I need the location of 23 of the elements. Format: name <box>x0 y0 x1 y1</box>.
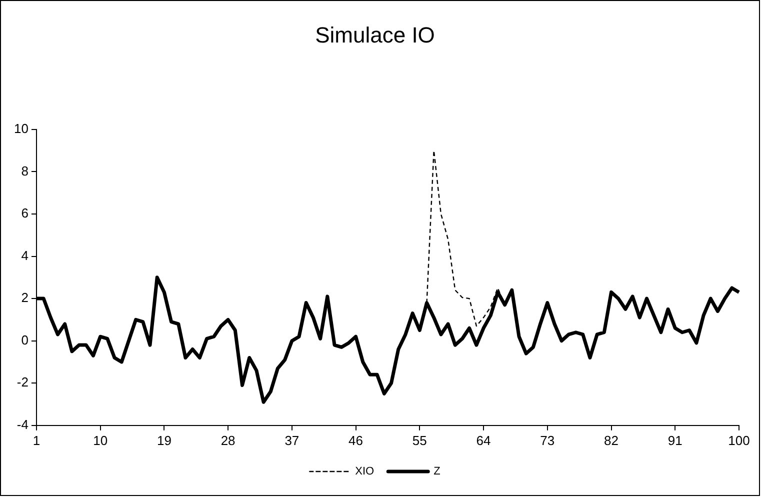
x-tick-label: 82 <box>604 432 618 448</box>
y-tick-label: 8 <box>21 163 28 178</box>
legend-label: XIO <box>355 466 375 478</box>
y-tick-label: 0 <box>21 332 28 348</box>
x-tick-label: 10 <box>93 432 108 448</box>
x-tick-label: 1 <box>32 432 40 448</box>
x-tick-label: 100 <box>728 432 750 448</box>
y-tick-label: 4 <box>21 248 28 263</box>
y-tick-label: -4 <box>16 416 28 432</box>
x-tick-label: 91 <box>668 432 682 448</box>
y-tick-label: 2 <box>21 290 28 306</box>
x-tick-label: 28 <box>220 432 236 448</box>
x-tick-label: 73 <box>540 432 555 448</box>
y-tick-label: -2 <box>16 374 28 390</box>
x-tick-label: 37 <box>284 432 300 448</box>
x-tick-label: 46 <box>348 432 364 448</box>
y-tick-label: 6 <box>21 206 28 221</box>
y-tick-label: 10 <box>14 120 28 136</box>
legend-label: Z <box>434 466 441 478</box>
x-tick-label: 55 <box>412 432 427 448</box>
x-tick-label: 64 <box>476 432 491 448</box>
chart-title: Simulace IO <box>315 22 435 48</box>
x-tick-label: 19 <box>156 432 172 448</box>
